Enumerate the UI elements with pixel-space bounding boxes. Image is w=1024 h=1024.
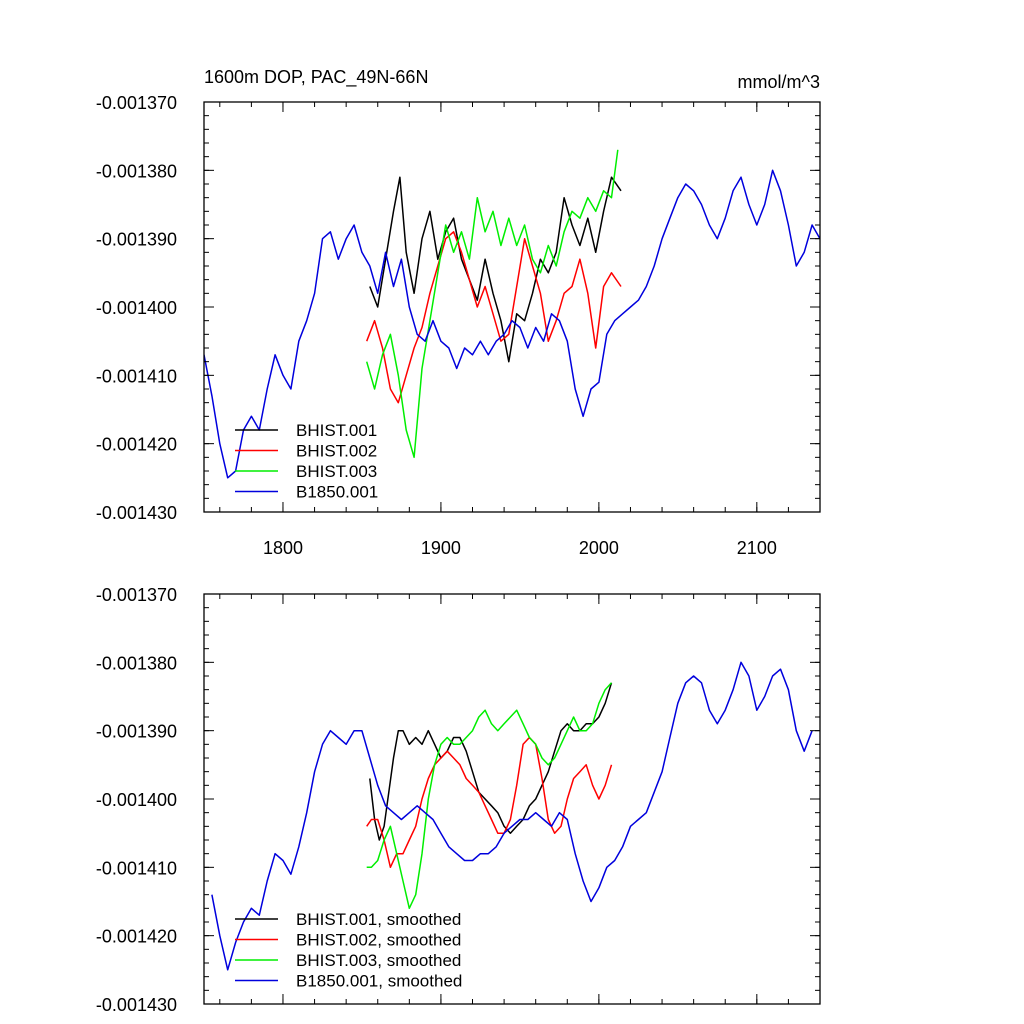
legend-label: BHIST.002, smoothed — [296, 931, 461, 950]
series-line-b1850-001-smoothed — [211, 661, 813, 971]
legend-label: BHIST.002 — [296, 442, 377, 461]
chart-title: 1600m DOP, PAC_49N-66N — [204, 67, 428, 88]
series-line-bhist-002 — [366, 231, 622, 404]
units-label: mmol/m^3 — [738, 72, 820, 92]
legend-label: B1850.001, smoothed — [296, 972, 462, 991]
top-panel: 1600m DOP, PAC_49N-66N mmol/m^3 -0.00137… — [96, 67, 821, 558]
y-tick-label: -0.001420 — [96, 927, 177, 947]
y-tick-label: -0.001370 — [96, 585, 177, 605]
x-tick-label: 2100 — [737, 538, 777, 558]
legend-label: BHIST.003, smoothed — [296, 951, 461, 970]
legend-label: BHIST.001, smoothed — [296, 910, 461, 929]
bottom-panel: -0.001370 -0.001380 -0.001390 -0.001400 -0.0… — [96, 585, 821, 1015]
bottom-plot-area: -0.001370 -0.001380 -0.001390 -0.001400 -0.0… — [96, 585, 821, 1015]
series-group — [204, 149, 820, 479]
bottom-legend: BHIST.001, smoothed BHIST.002, smoothedBH… — [235, 910, 462, 991]
y-tick-label: -0.001380 — [96, 161, 177, 181]
series-group — [211, 661, 813, 971]
y-tick-label: -0.001430 — [96, 503, 177, 523]
series-line-bhist-002-smoothed — [366, 736, 613, 869]
series-line-bhist-001 — [369, 176, 622, 363]
x-tick-label: 1800 — [263, 538, 303, 558]
legend-label: BHIST.001 — [296, 421, 377, 440]
y-tick-label: -0.001390 — [96, 230, 177, 250]
y-tick-label: -0.001370 — [96, 93, 177, 113]
series-line-bhist-003 — [365, 149, 619, 459]
series-line-b1850-001 — [204, 169, 820, 479]
y-tick-label: -0.001390 — [96, 722, 177, 742]
y-tick-label: -0.001380 — [96, 653, 177, 673]
legend-label: BHIST.003 — [296, 462, 377, 481]
x-tick-label: 1900 — [421, 538, 461, 558]
x-tick-label: 2000 — [579, 538, 619, 558]
legend-label: B1850.001 — [296, 483, 378, 502]
y-tick-label: -0.001400 — [96, 298, 177, 318]
series-line-bhist-003-smoothed — [366, 682, 613, 910]
y-tick-label: -0.001420 — [96, 435, 177, 455]
y-tick-label: -0.001400 — [96, 790, 177, 810]
y-tick-label: -0.001410 — [96, 366, 177, 386]
y-tick-label: -0.001430 — [96, 995, 177, 1015]
top-plot-area: -0.001370 -0.001380 -0.001390 -0.001400 -0.0… — [96, 93, 821, 558]
y-tick-label: -0.001410 — [96, 858, 177, 878]
